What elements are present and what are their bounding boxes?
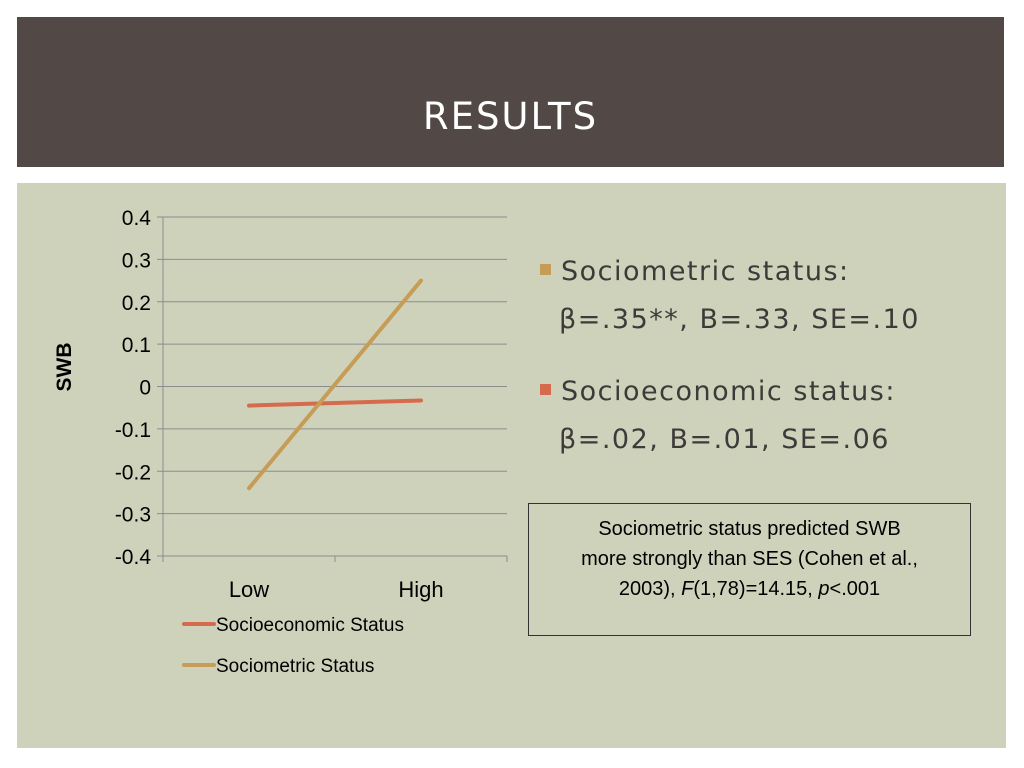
summary-note-box: Sociometric status predicted SWB more st… — [528, 503, 971, 636]
legend-label: Socioeconomic Status — [216, 615, 404, 636]
chart-legend: Socioeconomic Status Sociometric Status — [182, 615, 404, 677]
bullet-marker-sociometric — [540, 264, 551, 275]
y-tick-label: -0.3 — [115, 504, 151, 527]
y-tick-label: 0.1 — [122, 334, 151, 357]
bullet-sociometric: Sociometric status: β=.35**, B=.33, SE=.… — [539, 253, 920, 339]
note-f-value: (1,78)=14.15, — [693, 578, 819, 600]
y-tick-label: 0.3 — [122, 249, 151, 272]
series-line-socioeconomic-status — [247, 398, 423, 408]
y-tick-label: -0.2 — [115, 461, 151, 484]
swb-line-chart: 0.4 0.3 0.2 0.1 0 -0.1 -0.2 -0.3 -0.4 Low High SW… — [53, 207, 508, 677]
note-line-3: 2003), F(1,78)=14.15, p<.001 — [541, 574, 958, 604]
bullet-socioeconomic: Socioeconomic status: β=.02, B=.01, SE=.… — [539, 373, 896, 459]
note-f-letter: F — [681, 578, 694, 600]
chart-axes — [162, 217, 508, 562]
y-tick-label: 0.2 — [122, 292, 151, 315]
y-tick-label: -0.4 — [115, 546, 152, 569]
bullet-stats-socioeconomic: β=.02, B=.01, SE=.06 — [559, 424, 890, 455]
x-tick-label: Low — [229, 577, 269, 602]
y-axis-label: SWB — [53, 343, 76, 392]
series-line-sociometric-status — [247, 278, 423, 491]
note-line-2: more strongly than SES (Cohen et al., — [581, 548, 918, 570]
bullet-stats-sociometric: β=.35**, B=.33, SE=.10 — [559, 304, 920, 335]
bullet-label-sociometric: Sociometric status: — [561, 256, 850, 287]
chart-series — [247, 278, 423, 491]
note-p-value: <.001 — [829, 578, 881, 600]
bullet-marker-socioeconomic — [540, 384, 551, 395]
y-tick-label: -0.1 — [115, 419, 151, 442]
y-tick-labels: 0.4 0.3 0.2 0.1 0 -0.1 -0.2 -0.3 -0.4 — [115, 207, 152, 569]
x-tick-labels: Low High — [229, 577, 444, 602]
note-year: 2003), — [618, 578, 682, 600]
content-panel: 0.4 0.3 0.2 0.1 0 -0.1 -0.2 -0.3 -0.4 Low High SW… — [17, 183, 1006, 748]
slide-title: RESULTS — [422, 95, 599, 138]
title-banner: RESULTS — [17, 17, 1004, 167]
x-tick-label: High — [398, 577, 443, 602]
bullet-label-socioeconomic: Socioeconomic status: — [561, 376, 896, 407]
note-p-letter: p — [818, 578, 830, 600]
note-line-1: Sociometric status predicted SWB — [598, 518, 901, 540]
legend-label: Sociometric Status — [216, 656, 374, 677]
y-tick-label: 0 — [139, 377, 151, 400]
y-tick-label: 0.4 — [122, 207, 152, 230]
